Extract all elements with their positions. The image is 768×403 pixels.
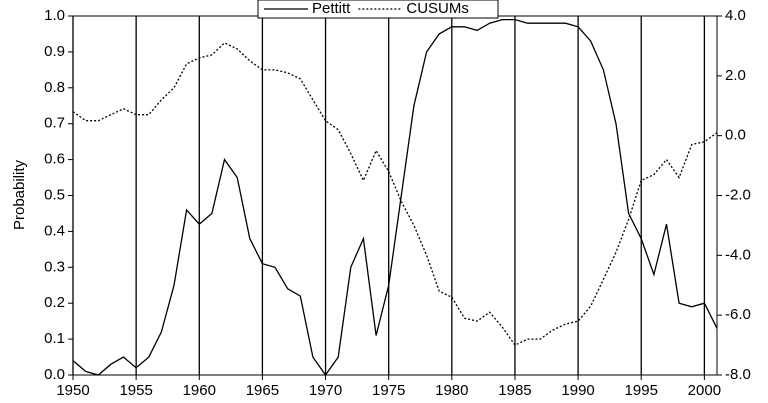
x-tick-label: 1960 <box>183 382 216 399</box>
plot-area <box>72 15 718 376</box>
x-tick-label: 1985 <box>498 382 531 399</box>
x-tick-label: 1950 <box>56 382 89 399</box>
y-tick-label: 0.7 <box>44 115 65 132</box>
y-tick-label: 0.6 <box>44 151 65 168</box>
y2-tick-label: 0.0 <box>725 127 746 144</box>
y-tick-label: 0.4 <box>44 222 65 239</box>
y-tick-label: 0.3 <box>44 258 65 275</box>
y-tick-label: 0.2 <box>44 294 65 311</box>
y2-tick-label: -8.0 <box>725 366 751 383</box>
y-tick-label: 0.5 <box>44 186 65 203</box>
y-tick-label: 0.1 <box>44 330 65 347</box>
x-tick-label: 1965 <box>246 382 279 399</box>
y2-tick-label: -4.0 <box>725 246 751 263</box>
x-tick-label: 1970 <box>309 382 342 399</box>
x-tick-label: 2000 <box>688 382 721 399</box>
x-tick-label: 1990 <box>561 382 594 399</box>
y2-tick-label: -6.0 <box>725 306 751 323</box>
y-tick-label: 0.0 <box>44 366 65 383</box>
y2-tick-label: 2.0 <box>725 67 746 84</box>
y-tick-label: 0.8 <box>44 79 65 96</box>
x-tick-label: 1955 <box>119 382 152 399</box>
y-tick-label: 1.0 <box>44 7 65 24</box>
series-line <box>72 18 718 377</box>
legend-box <box>257 0 499 19</box>
y-axis-label: Probability <box>11 159 28 230</box>
x-tick-label: 1980 <box>435 382 468 399</box>
x-tick-label: 1975 <box>372 382 405 399</box>
y-tick-label: 0.9 <box>44 43 65 60</box>
y2-tick-label: 4.0 <box>725 7 746 24</box>
legend-label: Pettitt <box>312 0 351 17</box>
series-line <box>72 42 718 346</box>
y2-tick-label: -2.0 <box>725 186 751 203</box>
legend-label: CUSUMs <box>406 0 469 17</box>
x-tick-label: 1995 <box>625 382 658 399</box>
